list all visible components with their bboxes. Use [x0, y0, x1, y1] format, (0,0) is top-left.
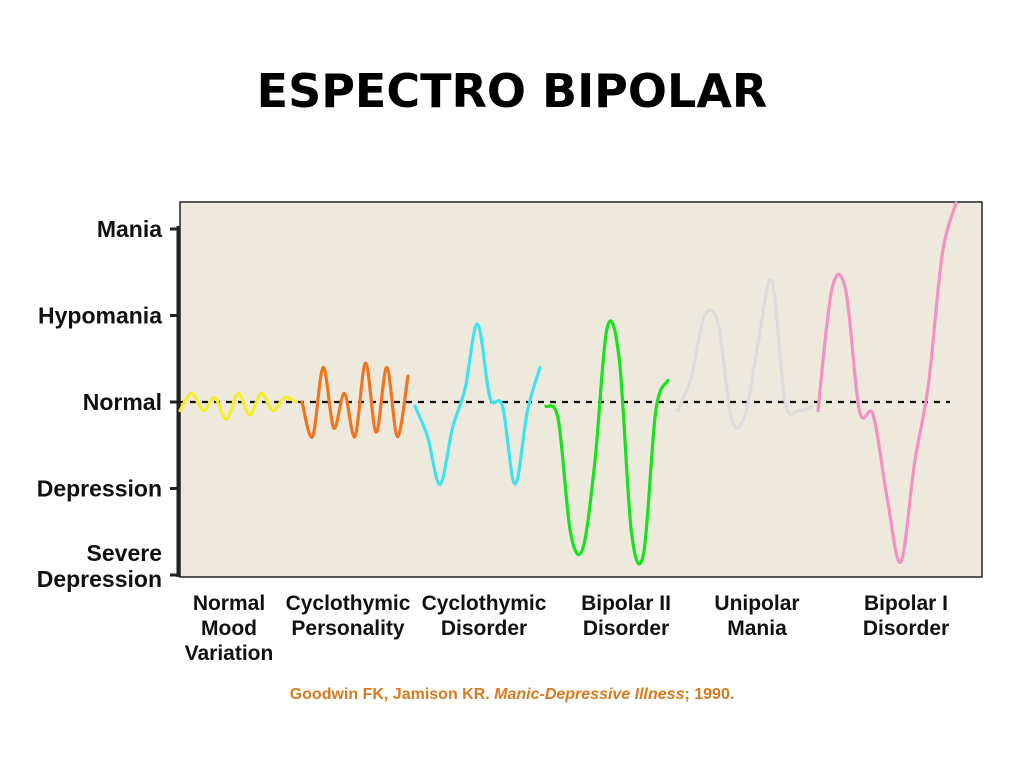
y-label-4-line2: Depression [37, 566, 162, 592]
citation-year: ; 1990. [684, 686, 735, 703]
y-label-1: Hypomania [38, 303, 162, 329]
y-label-0: Mania [97, 216, 162, 242]
series-line-3 [544, 319, 670, 566]
category-label-0-line1: Normal [193, 592, 265, 615]
category-label-2-line1: Cyclothymic [422, 592, 547, 615]
category-label-1: Cyclothymic Personality [286, 592, 411, 640]
citation: Goodwin FK, Jamison KR. Manic-Depressive… [0, 686, 1024, 704]
category-label-1-line1: Cyclothymic [286, 592, 411, 615]
category-label-5-line2: Disorder [863, 617, 949, 640]
y-label-4: Severe Depression [37, 540, 162, 592]
category-label-5-line1: Bipolar I [864, 592, 948, 615]
y-label-2: Normal [83, 389, 162, 415]
category-label-2: Cyclothymic Disorder [422, 592, 547, 640]
series-line-1 [300, 361, 410, 439]
category-label-4-line2: Mania [727, 617, 787, 640]
category-label-4: Unipolar Mania [714, 592, 799, 640]
series-line-4 [676, 277, 814, 430]
y-label-3: Depression [37, 476, 162, 502]
plot-area [179, 201, 983, 578]
category-label-3: Bipolar II Disorder [581, 592, 671, 640]
citation-authors: Goodwin FK, Jamison KR. [289, 686, 495, 703]
category-label-1-line2: Personality [291, 617, 405, 640]
category-label-0: Normal Mood Variation [185, 592, 274, 665]
category-label-2-line2: Disorder [441, 617, 527, 640]
y-label-4-line1: Severe [87, 540, 162, 566]
series-line-0 [178, 391, 298, 421]
category-label-3-line2: Disorder [583, 617, 669, 640]
slide-title: ESPECTRO BIPOLAR [256, 64, 768, 118]
category-label-3-line1: Bipolar II [581, 592, 671, 615]
category-label-0-line3: Variation [185, 642, 274, 665]
series-line-2 [413, 322, 542, 486]
category-label-4-line1: Unipolar [714, 592, 799, 615]
citation-work: Manic-Depressive Illness [494, 686, 685, 703]
category-label-0-line2: Mood [201, 617, 257, 640]
series-layer [178, 201, 958, 566]
category-label-5: Bipolar I Disorder [863, 592, 949, 640]
series-line-5 [816, 201, 958, 564]
